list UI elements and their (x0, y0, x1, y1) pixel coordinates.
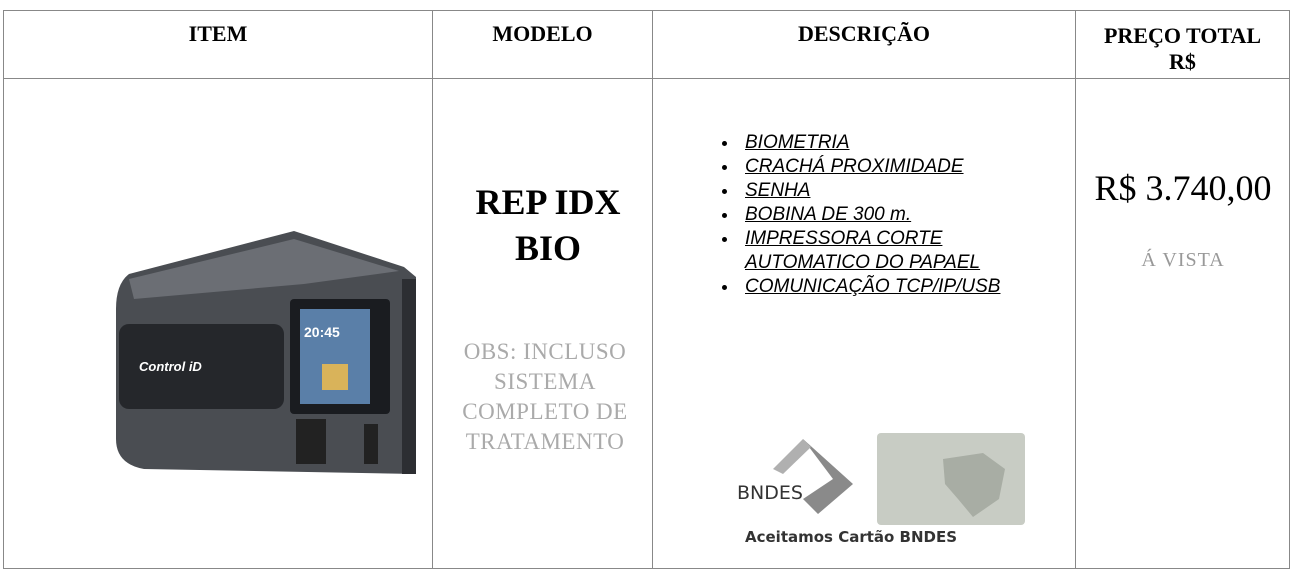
device-side (402, 279, 416, 474)
payment-terms: Á VISTA (1141, 249, 1225, 271)
device-icon (322, 364, 348, 390)
feature: COMUNICAÇÃO TCP/IP/USB (739, 275, 1059, 299)
header-cell: DESCRIÇÃO (652, 10, 1076, 79)
bndes-logo: BNDES (737, 482, 803, 504)
feature: BOBINA DE 300 m. (739, 203, 1059, 227)
item-cell: 20:45 Control iD (3, 78, 433, 569)
device-clock: 20:45 (304, 324, 340, 340)
device-image: 20:45 Control iD (116, 231, 416, 474)
header-cell: PREÇO TOTAL R$ (1075, 10, 1290, 79)
device-panel (119, 324, 284, 409)
feature: IMPRESSORA CORTE AUTOMATICO DO PAPAEL (739, 227, 1059, 275)
model-cell: REP IDX BIO OBS: INCLUSO SISTEMA COMPLET… (432, 78, 653, 569)
bndes-logo-shape (803, 439, 853, 514)
price: R$ 3.740,00 (1094, 168, 1272, 208)
price-cell: R$ 3.740,00 Á VISTA (1075, 78, 1290, 569)
model-note: OBS: INCLUSO SISTEMA COMPLETO DE TRATAME… (462, 339, 628, 454)
header-cell: ITEM (3, 10, 433, 79)
bndes-caption: Aceitamos Cartão BNDES (745, 528, 957, 546)
bndes-card-map (943, 453, 1005, 517)
feature: SENHA (739, 179, 1059, 203)
bndes-logo-shape (773, 439, 811, 474)
device-top (129, 239, 399, 299)
device-slot (364, 424, 378, 464)
model-name: REP IDX BIO (475, 182, 621, 268)
device-reader (296, 419, 326, 464)
description-cell: BIOMETRIA CRACHÁ PROXIMIDADE SENHA BOBIN… (652, 78, 1076, 569)
feature: BIOMETRIA (739, 131, 1059, 155)
header-cell: MODELO (432, 10, 653, 79)
feature-list: BIOMETRIA CRACHÁ PROXIMIDADE SENHA BOBIN… (689, 131, 1059, 299)
feature: CRACHÁ PROXIMIDADE (739, 155, 1059, 179)
device-brand: Control iD (139, 359, 202, 374)
bndes-banner: BNDES Aceitamos Cartão BNDES (737, 433, 1025, 546)
